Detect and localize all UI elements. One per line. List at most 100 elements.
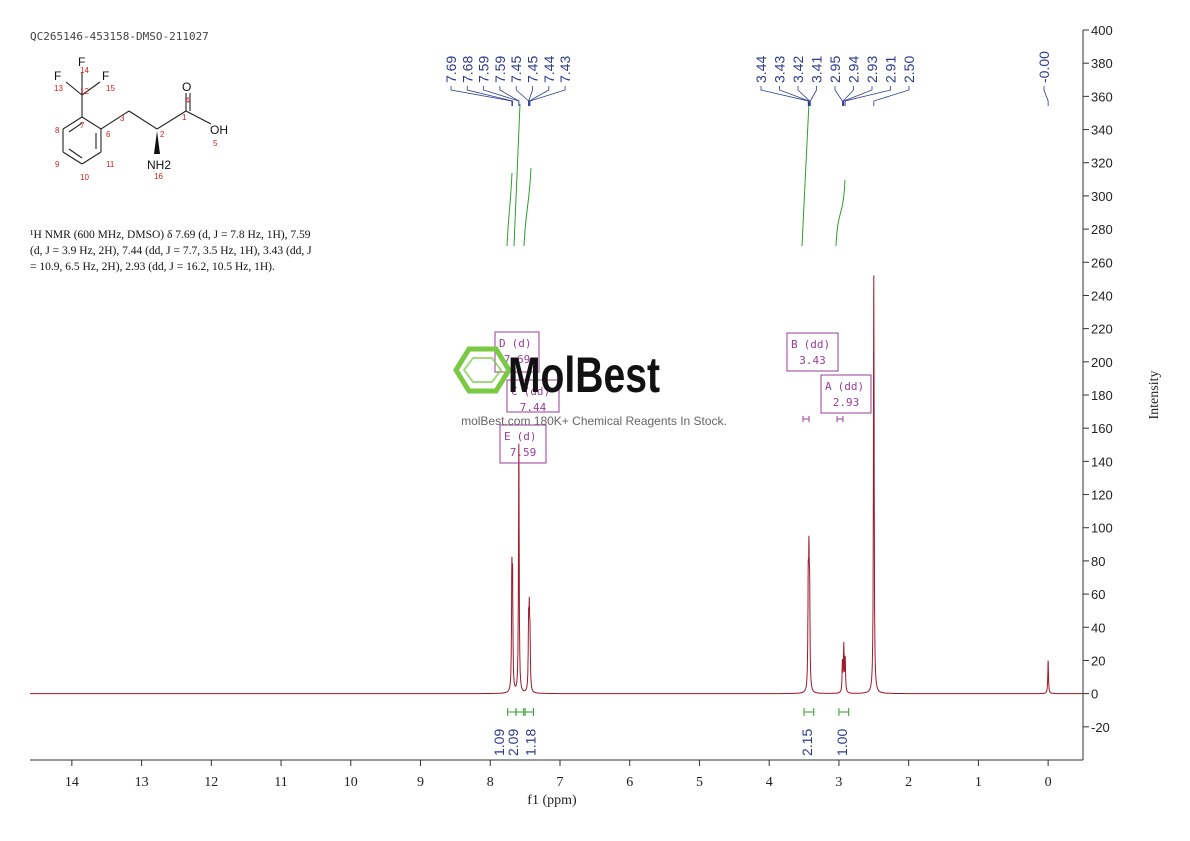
peak-label: 2.94: [846, 56, 862, 83]
peak-label: 7.43: [557, 56, 573, 83]
atom-number: 6: [106, 130, 111, 139]
x-tick-label: 2: [905, 775, 912, 790]
atom-f-left: F: [54, 69, 61, 83]
multiplet-shift: 7.44: [520, 401, 547, 414]
y-tick-label: 80: [1091, 554, 1105, 569]
y-tick-label: 140: [1091, 454, 1113, 469]
y-tick-label: 240: [1091, 288, 1113, 303]
atom-nh2: NH2: [147, 158, 171, 172]
integral-curve: [506, 172, 513, 247]
spectrum-layer: [30, 275, 1083, 695]
integral-value: 2.09: [505, 729, 521, 756]
y-tick-label: 360: [1091, 89, 1113, 104]
peak-label: 7.68: [459, 56, 475, 83]
peak-label-connector: [873, 86, 910, 106]
peak-label-connector: [466, 86, 513, 106]
multiplet-shift: 2.93: [833, 396, 860, 409]
multiplet-letter: C: [511, 385, 518, 398]
multiplet-box: [786, 332, 839, 372]
y-axis-label: Intensity: [1147, 371, 1162, 420]
atom-f-top: F: [78, 55, 85, 69]
multiplet-type: (dd): [804, 338, 831, 351]
atom-number: 1: [182, 113, 187, 122]
integral-value: 1.00: [834, 729, 850, 756]
atom-number: 11: [106, 160, 115, 169]
peak-label: 7.45: [525, 56, 541, 83]
multiplet-letter: E: [504, 430, 511, 443]
nmr-description-line-3: = 10.9, 6.5 Hz, 2H), 2.93 (dd, J = 16.2,…: [30, 261, 275, 273]
y-tick-label: 300: [1091, 189, 1113, 204]
multiplet-type: (dd): [524, 385, 551, 398]
peak-label: 3.42: [790, 56, 806, 83]
y-tick-label: 0: [1091, 687, 1098, 702]
x-tick-label: 6: [626, 775, 633, 790]
y-tick-label: 200: [1091, 355, 1113, 370]
x-axis-label: f1 (ppm): [527, 793, 577, 808]
y-tick-label: 40: [1091, 620, 1105, 635]
peak-label-connector: [499, 86, 520, 106]
atom-number: 7: [80, 121, 85, 130]
molecule-structure: F F F O OH NH2 14 13 12 15 4 1 3 7 8 6 2…: [54, 55, 228, 182]
peak-label: -0.00: [1036, 51, 1052, 83]
x-tick-label: 7: [556, 775, 563, 790]
watermark-tagline: molBest.com 180K+ Chemical Reagents In S…: [461, 414, 727, 428]
x-tick-label: 12: [204, 775, 218, 790]
peak-label-connector: [1043, 86, 1049, 106]
multiplet-header: B (dd): [791, 338, 830, 351]
integral-curve: [801, 101, 810, 247]
peak-label: 3.44: [753, 56, 769, 83]
nmr-description-line-2: (d, J = 3.9 Hz, 2H), 7.44 (dd, J = 7.7, …: [30, 245, 312, 257]
atom-number: 14: [80, 66, 89, 75]
y-tick-label: 100: [1091, 521, 1113, 536]
atom-number: 9: [55, 160, 60, 169]
peak-label: 7.69: [443, 56, 459, 83]
peak-label-connector: [760, 86, 809, 106]
x-tick-label: 3: [835, 775, 842, 790]
peak-label: 7.59: [476, 56, 492, 83]
atom-number: 16: [154, 172, 163, 181]
x-tick-label: 8: [487, 775, 494, 790]
y-tick-label: 400: [1091, 23, 1113, 38]
y-tick-label: 120: [1091, 488, 1113, 503]
multiplet-type: (d): [512, 337, 532, 350]
nmr-description-line-1: ¹H NMR (600 MHz, DMSO) δ 7.69 (d, J = 7.…: [30, 229, 311, 241]
multiplet-marker-icon: [802, 416, 810, 422]
molbest-logo-inner-icon: [462, 357, 503, 383]
multiplet-letter: D: [499, 337, 506, 350]
integral-value: 2.15: [799, 729, 815, 756]
x-tick-label: 11: [274, 775, 287, 790]
y-tick-label: 380: [1091, 56, 1113, 71]
peak-label-connector: [528, 86, 533, 106]
peak-label-connector: [843, 86, 873, 106]
integral-curve: [513, 103, 521, 247]
y-tick-label: 160: [1091, 421, 1113, 436]
peak-label-connector: [842, 86, 854, 106]
watermark: MolBest molBest.com 180K+ Chemical Reage…: [453, 346, 727, 428]
peak-label-connector: [515, 86, 530, 106]
peak-label-layer: 7.69 7.68 7.59 7.59 7.45 7.45 7.44 7.43 3.44 3.43…: [443, 51, 1052, 106]
y-tick-label: 20: [1091, 653, 1105, 668]
x-tick-label: 4: [766, 775, 773, 790]
integral-layer: 1.092.09 1.18 2.15 1.00: [491, 101, 850, 756]
atom-number: 3: [120, 114, 125, 123]
watermark-brand: MolBest: [508, 347, 660, 403]
atom-f-right: F: [102, 69, 109, 83]
multiplet-box: [820, 374, 872, 414]
atom-number: 4: [185, 96, 190, 105]
x-tick-label: 9: [417, 775, 424, 790]
y-tick-label: 320: [1091, 156, 1113, 171]
multiplet-shift: 7.69: [504, 353, 531, 366]
atom-oh: OH: [210, 123, 228, 137]
atom-number: 12: [80, 87, 89, 96]
y-tick-label: -20: [1091, 720, 1110, 735]
multiplet-letter: A: [825, 380, 832, 393]
peak-label: 2.93: [864, 56, 880, 83]
y-tick-label: 220: [1091, 322, 1113, 337]
multiplet-box: [499, 424, 547, 464]
y-tick-label: 340: [1091, 123, 1113, 138]
atom-number: 8: [55, 126, 60, 135]
multiplet-header: A (dd): [825, 380, 864, 393]
x-tick-label: 14: [65, 775, 79, 790]
